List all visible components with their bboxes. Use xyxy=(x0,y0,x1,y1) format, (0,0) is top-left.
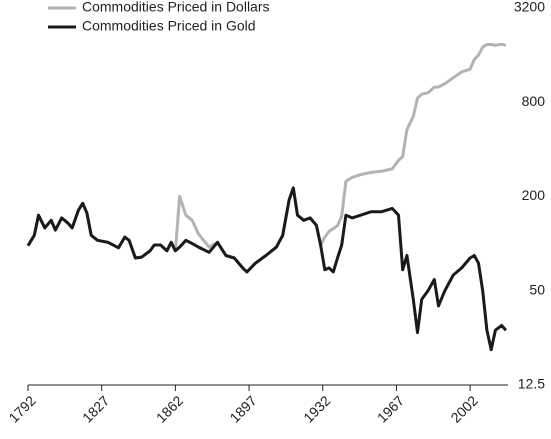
y-tick-label: 200 xyxy=(522,187,546,203)
x-tick-label: 2002 xyxy=(448,392,481,425)
y-tick-label: 12.5 xyxy=(518,376,545,392)
y-tick-label: 3200 xyxy=(514,0,545,15)
x-tick-label: 1827 xyxy=(79,392,112,425)
legend-label: Commodities Priced in Dollars xyxy=(82,0,270,15)
x-tick-label: 1967 xyxy=(374,392,407,425)
legend-label: Commodities Priced in Gold xyxy=(82,18,256,34)
x-tick-label: 1897 xyxy=(226,392,259,425)
x-tick-label: 1862 xyxy=(153,392,186,425)
y-tick-label: 800 xyxy=(522,93,546,109)
x-tick-label: 1932 xyxy=(300,392,333,425)
series-line xyxy=(26,186,508,352)
series-line xyxy=(26,42,507,274)
x-tick-label: 1792 xyxy=(5,392,38,425)
y-tick-label: 50 xyxy=(529,281,545,297)
